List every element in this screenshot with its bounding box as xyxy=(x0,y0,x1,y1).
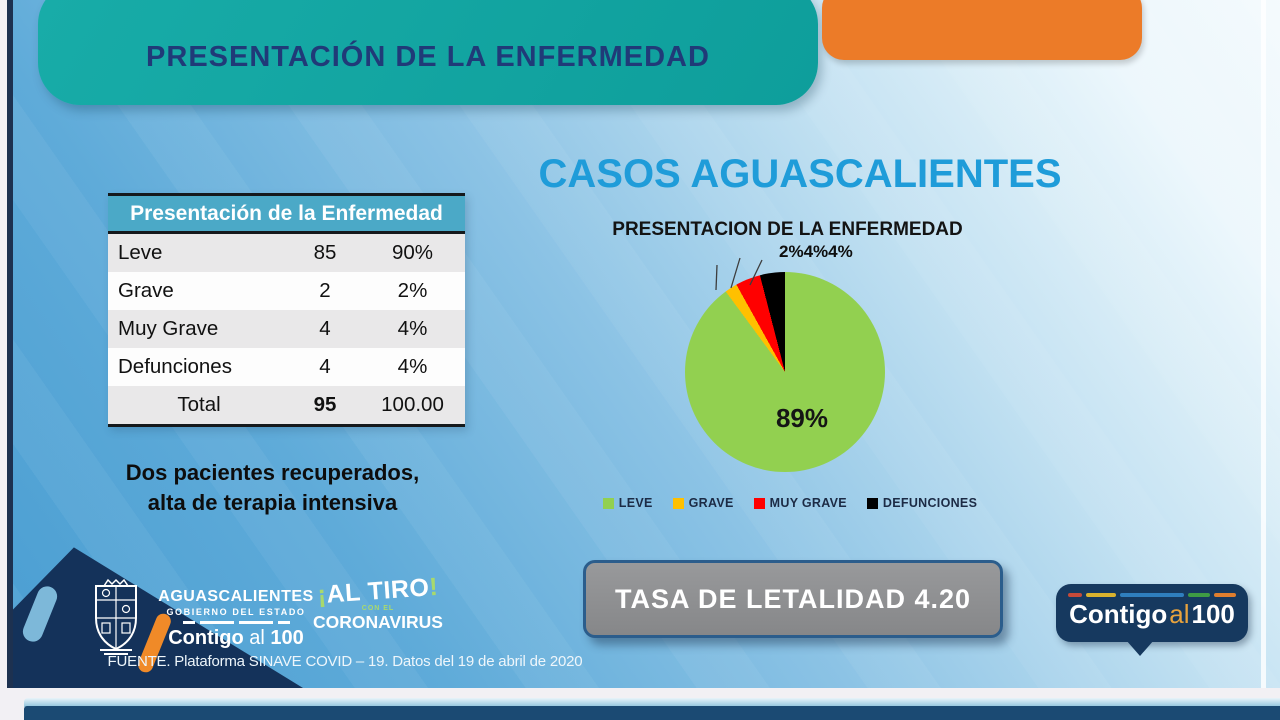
legend-chip-muy-grave xyxy=(753,497,765,509)
state-coat-of-arms-icon xyxy=(95,578,137,655)
pie-legend: LEVE GRAVE MUY GRAVE DEFUNCIONES xyxy=(520,496,1060,510)
pie-main-slice-label: 89% xyxy=(775,403,829,433)
right-margin xyxy=(1261,0,1266,688)
legend-item: LEVE xyxy=(602,496,653,510)
total-label: Total xyxy=(177,393,221,416)
legend-chip-leve xyxy=(602,497,614,509)
table-header: Presentación de la Enfermedad xyxy=(108,196,465,234)
disease-table: Presentación de la Enfermedad Leve 85 90… xyxy=(108,193,465,427)
row-label: Defunciones xyxy=(118,355,232,378)
row-pct: 2% xyxy=(397,279,428,302)
slide-header-banner: PRESENTACIÓN DE LA ENFERMEDAD xyxy=(38,0,818,105)
recovered-note: Dos pacientes recuperados, alta de terap… xyxy=(95,458,450,518)
legend-label: GRAVE xyxy=(688,496,734,510)
row-count: 2 xyxy=(319,279,331,302)
altiro-coronavirus-text: CORONAVIRUS xyxy=(313,612,443,632)
row-pct: 90% xyxy=(391,241,434,264)
legend-item: GRAVE xyxy=(672,496,734,510)
altiro-mid-text: CON EL xyxy=(361,605,395,612)
row-pct: 4% xyxy=(397,317,428,340)
government-logo-text: AGUASCALIENTES GOBIERNO DEL ESTADO Conti… xyxy=(158,588,314,650)
note-line-1: Dos pacientes recuperados, xyxy=(125,460,420,485)
legend-item: DEFUNCIONES xyxy=(866,496,978,510)
bottom-margin xyxy=(0,688,1280,700)
bottom-light-band xyxy=(24,698,1280,707)
total-count: 95 xyxy=(313,393,337,416)
data-source-caption: FUENTE. Plataforma SINAVE COVID – 19. Da… xyxy=(107,653,583,670)
table-row: Defunciones 4 4% xyxy=(108,348,465,386)
row-count: 85 xyxy=(313,241,337,264)
lethality-rate-badge: TASA DE LETALIDAD 4.20 xyxy=(583,560,1003,638)
row-label: Leve xyxy=(118,241,163,264)
legend-chip-grave xyxy=(672,497,684,509)
table-row: Leve 85 90% xyxy=(108,234,465,272)
table-row: Muy Grave 4 4% xyxy=(108,310,465,348)
left-navy-sliver xyxy=(7,0,13,688)
gov-tagline: Contigo al 100 xyxy=(168,626,304,649)
legend-chip-defunciones xyxy=(866,497,878,509)
pie-small-slices-label: 2%4%4% xyxy=(779,242,853,261)
slide-background xyxy=(13,0,1280,688)
legend-label: LEVE xyxy=(618,496,653,510)
table-row: Grave 2 2% xyxy=(108,272,465,310)
gov-divider xyxy=(158,621,314,624)
contigo-al-100-logo: Contigoal100 xyxy=(1056,584,1248,642)
legend-item: MUY GRAVE xyxy=(753,496,847,510)
table-total-row: Total 95 100.00 xyxy=(108,386,465,424)
note-line-2: alta de terapia intensiva xyxy=(147,490,398,515)
row-count: 4 xyxy=(319,355,331,378)
total-pct: 100.00 xyxy=(381,393,444,416)
left-margin xyxy=(0,0,7,720)
slide-title: PRESENTACIÓN DE LA ENFERMEDAD xyxy=(146,41,710,73)
bottom-navy-bar xyxy=(24,706,1280,720)
bubble-text: Contigoal100 xyxy=(1069,599,1235,629)
orange-accent-block xyxy=(822,0,1142,60)
row-count: 4 xyxy=(319,317,331,340)
pie-chart xyxy=(685,272,885,472)
legend-label: DEFUNCIONES xyxy=(882,496,978,510)
row-label: Muy Grave xyxy=(118,317,219,340)
row-label: Grave xyxy=(118,279,174,302)
bubble-color-dashes xyxy=(1068,593,1236,597)
chart-subtitle: PRESENTACION DE LA ENFERMEDAD xyxy=(612,219,963,240)
row-pct: 4% xyxy=(397,355,428,378)
lethality-rate-text: TASA DE LETALIDAD 4.20 xyxy=(614,583,972,614)
bubble-tail xyxy=(1126,640,1154,656)
pie-leader-lines xyxy=(715,257,763,291)
chart-main-title: CASOS AGUASCALIENTES xyxy=(538,152,1062,196)
gov-name: AGUASCALIENTES xyxy=(158,588,314,605)
legend-label: MUY GRAVE xyxy=(769,496,847,510)
gov-subtitle: GOBIERNO DEL ESTADO xyxy=(166,607,306,617)
altiro-coronavirus-logo: ¡AL TIRO! CON EL CORONAVIRUS xyxy=(308,573,448,633)
